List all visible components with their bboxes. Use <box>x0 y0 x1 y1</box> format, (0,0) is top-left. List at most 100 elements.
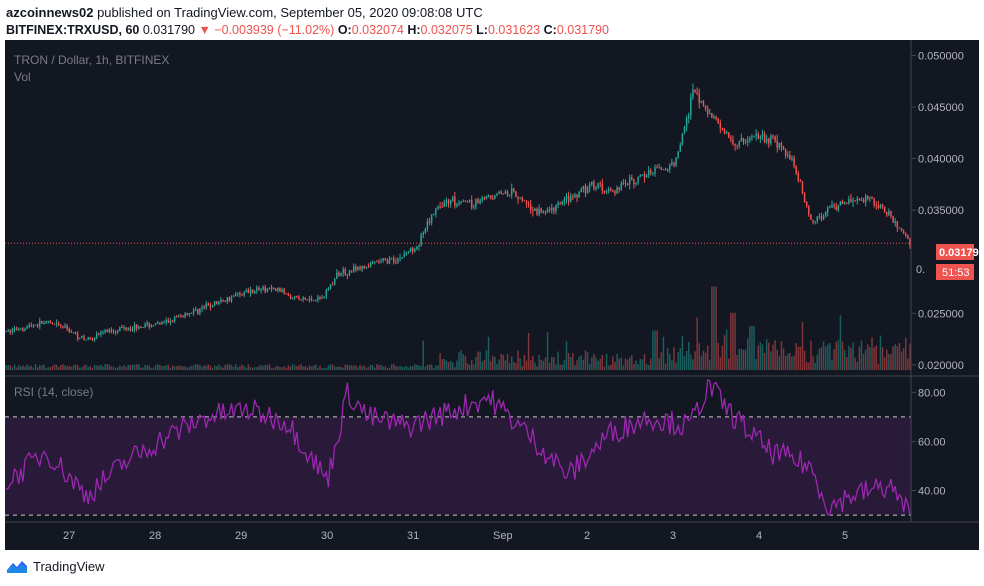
candle-body <box>454 196 456 206</box>
candle-body <box>831 204 833 208</box>
volume-bar <box>473 364 475 370</box>
candle-body <box>9 330 12 333</box>
volume-bar <box>119 365 121 370</box>
volume-bar <box>717 342 719 370</box>
candle-body <box>618 187 620 190</box>
volume-bar <box>580 355 582 370</box>
time-tick-label: 30 <box>321 530 333 542</box>
candle-body <box>403 254 406 258</box>
candle-body <box>730 137 732 140</box>
volume-bar <box>272 367 275 370</box>
volume-bar <box>519 358 521 370</box>
candle-body <box>628 177 631 185</box>
candle-body <box>226 297 229 302</box>
candle-body <box>336 272 338 279</box>
author-name[interactable]: azcoinnews02 <box>6 5 94 20</box>
volume-bar <box>197 364 199 370</box>
volume-bar <box>656 330 658 370</box>
volume-bar <box>454 367 456 370</box>
volume-bar <box>338 366 340 370</box>
volume-bar <box>719 357 722 370</box>
volume-bar <box>51 366 54 370</box>
volume-label[interactable]: Vol <box>14 70 31 84</box>
time-axis[interactable]: 27 28 29 30 31 Sep 2 3 4 5 <box>63 530 848 542</box>
candle-body <box>599 183 601 185</box>
volume-bar <box>224 364 226 370</box>
candle-body <box>728 132 730 138</box>
volume-bar <box>506 354 509 370</box>
candle-body <box>466 201 469 203</box>
candle-body <box>382 258 384 261</box>
candle-body <box>327 288 330 291</box>
candle-body <box>645 175 648 178</box>
volume-bar <box>275 366 277 370</box>
rsi-axis[interactable]: 80.00 60.00 40.00 <box>911 387 946 498</box>
volume-bar <box>639 359 641 370</box>
candle-body <box>569 196 572 202</box>
candle-body <box>789 155 791 160</box>
volume-bar <box>628 357 631 370</box>
candle-body <box>180 315 182 317</box>
volume-bar <box>685 350 688 370</box>
candle-body <box>822 216 825 220</box>
candle-body <box>81 336 83 338</box>
volume-bar <box>536 366 538 370</box>
candle-body <box>416 246 418 250</box>
candle-body <box>869 197 871 199</box>
candle-body <box>72 332 75 334</box>
volume-bar <box>41 365 43 370</box>
price-chart[interactable]: TRON / Dollar, 1h, BITFINEX Vol RSI (14,… <box>5 40 979 550</box>
volume-bar <box>593 353 595 370</box>
candle-body <box>418 245 420 247</box>
candle-body <box>293 296 296 298</box>
candle-body <box>492 198 494 200</box>
volume-bar <box>517 350 519 370</box>
footer-brand[interactable]: TradingView <box>33 559 105 574</box>
volume-bar <box>336 366 338 370</box>
volume-bar <box>489 360 492 370</box>
candle-body <box>784 149 787 156</box>
rsi-title[interactable]: RSI (14, close) <box>14 385 93 399</box>
candle-body <box>761 133 764 137</box>
volume-bar <box>890 354 892 370</box>
candle-body <box>119 327 121 332</box>
candle-body <box>98 333 100 335</box>
volume-bar <box>515 363 517 370</box>
chart-title[interactable]: TRON / Dollar, 1h, BITFINEX <box>14 53 169 67</box>
volume-bar <box>194 364 197 370</box>
volume-bar <box>801 321 804 370</box>
volume-bar <box>397 366 399 370</box>
volume-bar <box>60 365 62 370</box>
volume-bar <box>841 341 844 370</box>
volume-bar <box>15 367 18 370</box>
volume-bar <box>871 337 873 370</box>
candle-body <box>207 303 210 306</box>
volume-bar <box>39 364 41 370</box>
price-tick-label: 0.040000 <box>918 154 964 166</box>
volume-bar <box>755 358 757 370</box>
volume-bar <box>62 364 64 370</box>
candle-body <box>489 195 492 199</box>
candle-body <box>626 183 629 185</box>
candle-body <box>763 133 766 143</box>
candle-body <box>209 305 212 307</box>
candle-body <box>753 135 755 137</box>
volume-bar <box>816 354 818 370</box>
volume-bar <box>340 367 342 370</box>
candle-body <box>765 138 768 143</box>
candle-body <box>772 135 774 137</box>
volume-bar <box>188 366 191 370</box>
volume-bar <box>150 367 153 370</box>
price-axis[interactable]: 0.050000 0.045000 0.040000 0.035000 0.025000… <box>911 50 964 372</box>
volume-bar <box>296 366 298 370</box>
candle-body <box>909 239 911 245</box>
candle-body <box>211 305 214 307</box>
volume-bar <box>5 365 7 370</box>
candle-body <box>656 167 658 169</box>
volume-bar <box>102 366 104 370</box>
candle-body <box>538 208 540 215</box>
candle-body <box>795 166 797 174</box>
volume-bar <box>399 366 401 370</box>
volume-bar <box>165 365 167 370</box>
candle-body <box>104 330 106 333</box>
